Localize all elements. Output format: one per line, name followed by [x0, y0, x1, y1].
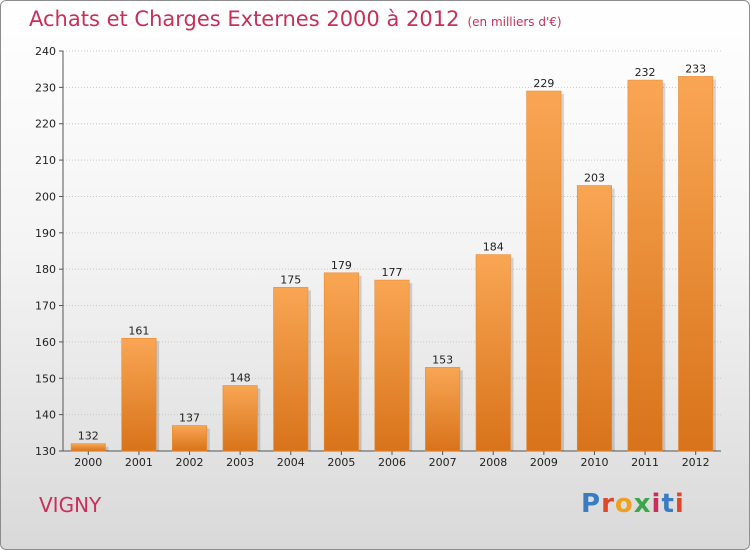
y-tick-label: 140 — [35, 409, 56, 422]
bar-2003[interactable] — [222, 385, 258, 452]
bar-2000[interactable] — [70, 443, 106, 452]
bar-2004[interactable] — [273, 287, 309, 452]
y-tick-label: 230 — [35, 81, 56, 94]
bar-2002[interactable] — [172, 425, 208, 452]
location-name: VIGNY — [39, 493, 102, 517]
logo-letter: i — [651, 489, 662, 519]
logo-letter: i — [674, 489, 685, 519]
bar-2011[interactable] — [627, 79, 663, 452]
value-label: 132 — [78, 430, 99, 443]
x-tick-label: 2002 — [176, 456, 204, 469]
logo-letter: P — [581, 489, 602, 519]
proxiti-logo[interactable]: Proxiti — [581, 489, 685, 519]
logo-letter: r — [601, 489, 615, 519]
x-tick-label: 2009 — [530, 456, 558, 469]
chart-title: Achats et Charges Externes 2000 à 2012 (e… — [29, 7, 562, 31]
logo-letter: x — [633, 489, 652, 519]
y-tick-label: 200 — [35, 190, 56, 203]
value-label: 232 — [635, 66, 656, 79]
x-tick-label: 2001 — [125, 456, 153, 469]
x-tick-label: 2010 — [580, 456, 608, 469]
logo-letter: t — [661, 489, 675, 519]
x-tick-label: 2006 — [378, 456, 406, 469]
bar-2007[interactable] — [425, 367, 461, 452]
x-tick-label: 2012 — [682, 456, 710, 469]
x-tick-label: 2005 — [327, 456, 355, 469]
y-tick-label: 150 — [35, 372, 56, 385]
x-tick-label: 2008 — [479, 456, 507, 469]
x-tick-label: 2003 — [226, 456, 254, 469]
value-label: 153 — [432, 353, 453, 366]
y-tick-label: 240 — [35, 45, 56, 58]
title-text: Achats et Charges Externes 2000 à 2012 — [29, 7, 460, 31]
value-label: 161 — [128, 324, 149, 337]
x-tick-label: 2000 — [74, 456, 102, 469]
value-label: 179 — [331, 259, 352, 272]
y-tick-label: 190 — [35, 227, 56, 240]
y-tick-label: 170 — [35, 300, 56, 313]
value-label: 177 — [382, 266, 403, 279]
y-tick-label: 130 — [35, 445, 56, 458]
value-label: 233 — [685, 62, 706, 75]
bar-2008[interactable] — [475, 254, 511, 452]
y-tick-label: 160 — [35, 336, 56, 349]
chart-subtitle: (en milliers d'€) — [467, 15, 562, 29]
y-tick-label: 180 — [35, 263, 56, 276]
y-tick-label: 210 — [35, 154, 56, 167]
labels: 132 161 137 148 175 179 177 153 184 229 203 232 233 — [78, 62, 706, 442]
value-label: 148 — [230, 372, 251, 385]
bar-2009[interactable] — [526, 90, 562, 452]
value-label: 184 — [483, 241, 504, 254]
bar-2001[interactable] — [121, 337, 157, 452]
value-label: 137 — [179, 412, 200, 425]
bar-2005[interactable] — [323, 272, 359, 452]
x-tick-label: 2007 — [429, 456, 457, 469]
bar-2010[interactable] — [576, 185, 612, 452]
bar-2012[interactable] — [678, 76, 714, 452]
logo-letter: o — [614, 489, 634, 519]
x-tick-label: 2004 — [277, 456, 305, 469]
value-label: 175 — [280, 273, 301, 286]
bar-2006[interactable] — [374, 279, 410, 452]
bars — [70, 76, 716, 452]
value-label: 203 — [584, 172, 605, 185]
x-tick-label: 2011 — [631, 456, 659, 469]
y-tick-label: 220 — [35, 118, 56, 131]
value-label: 229 — [533, 77, 554, 90]
